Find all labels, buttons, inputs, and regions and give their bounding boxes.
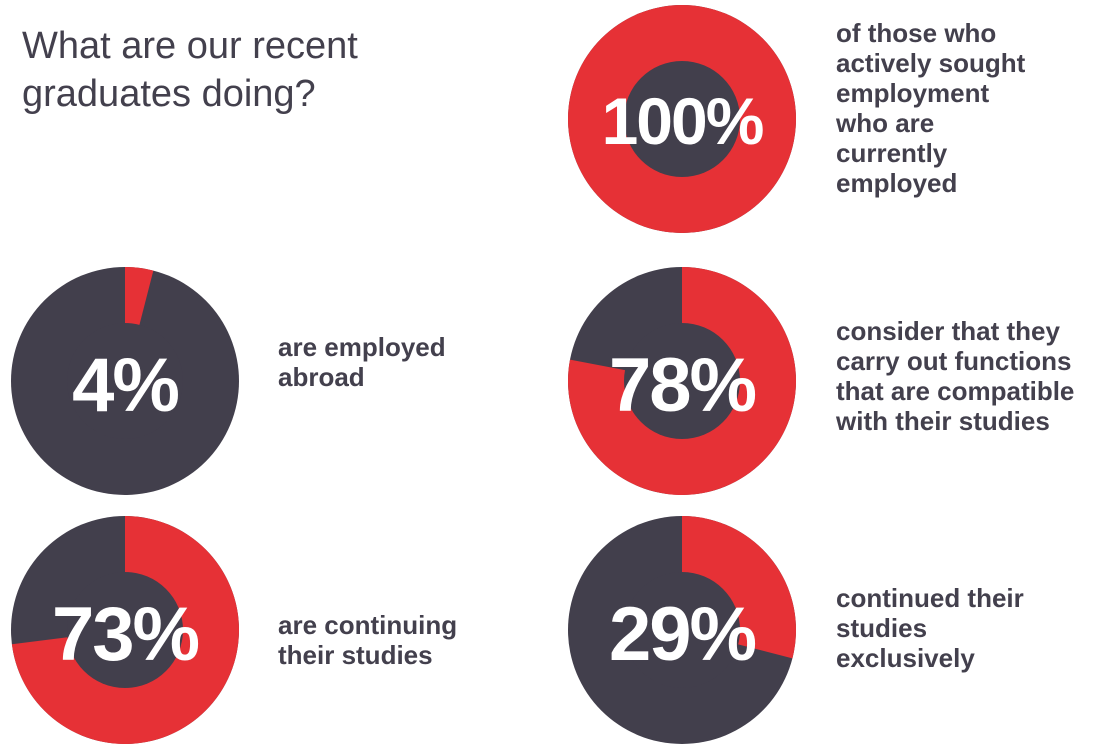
caption-100-percent: of those who actively sought employment … xyxy=(836,18,1026,198)
chart-29-value-label: 29% xyxy=(609,592,756,677)
page-title: What are our recent graduates doing? xyxy=(22,25,358,115)
chart-4-percent: 4% xyxy=(10,266,240,496)
chart-100-svg: 100% xyxy=(568,5,796,233)
chart-78-value-label: 78% xyxy=(609,343,756,428)
pie-center-hole xyxy=(67,323,183,439)
pie-center-hole xyxy=(624,572,740,688)
chart-4-svg: 4% xyxy=(11,267,239,495)
pie-center-hole xyxy=(624,323,740,439)
pie-center-hole xyxy=(67,572,183,688)
chart-73-percent: 73% xyxy=(10,515,240,745)
chart-73-svg: 73% xyxy=(11,516,240,744)
chart-100-percent: 100% xyxy=(567,4,797,234)
caption-29-percent: continued their studies exclusively xyxy=(836,583,1024,673)
pie-center-hole xyxy=(624,61,740,177)
caption-78-percent: consider that they carry out functions t… xyxy=(836,316,1075,436)
chart-29-svg: 29% xyxy=(568,516,796,744)
caption-4-percent: are employed abroad xyxy=(278,332,446,392)
caption-73-percent: are continuing their studies xyxy=(278,610,458,670)
chart-100-value-label: 100% xyxy=(602,84,763,158)
chart-29-percent: 29% xyxy=(567,515,797,745)
chart-73-value-label: 73% xyxy=(52,592,199,677)
chart-4-value-label: 4% xyxy=(72,343,178,428)
chart-78-svg: 78% xyxy=(568,267,796,495)
chart-78-percent: 78% xyxy=(567,266,797,496)
